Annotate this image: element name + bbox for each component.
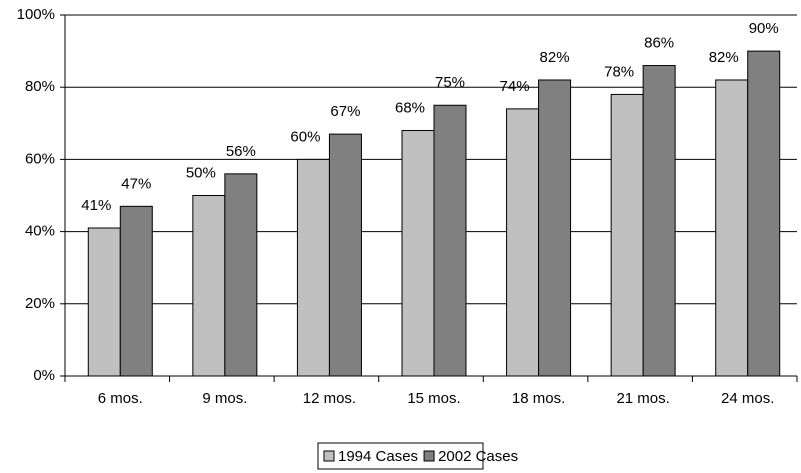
bar <box>715 79 749 377</box>
x-tick-label: 18 mos. <box>512 390 565 407</box>
legend-label: 1994 Cases <box>338 448 418 465</box>
bar <box>506 108 540 377</box>
value-label: 78% <box>604 63 634 80</box>
value-label: 82% <box>540 49 570 66</box>
value-label: 50% <box>186 164 216 181</box>
y-tick-label: 60% <box>25 150 55 167</box>
value-label: 56% <box>226 143 256 160</box>
x-tick-label: 21 mos. <box>616 390 669 407</box>
bar <box>224 173 258 377</box>
value-label: 68% <box>395 99 425 116</box>
value-label: 75% <box>435 74 465 91</box>
y-tick-label: 100% <box>17 6 55 23</box>
bar <box>538 79 572 377</box>
bar <box>610 93 644 377</box>
legend-swatch <box>323 450 335 462</box>
bar <box>642 65 676 377</box>
y-tick-label: 80% <box>25 78 55 95</box>
bar <box>192 195 226 377</box>
x-tick-label: 6 mos. <box>98 390 143 407</box>
x-tick-label: 24 mos. <box>721 390 774 407</box>
bar <box>296 158 330 377</box>
bar <box>328 133 362 377</box>
bar <box>401 130 435 377</box>
x-tick-label: 9 mos. <box>202 390 247 407</box>
value-label: 41% <box>81 197 111 214</box>
y-tick-label: 0% <box>33 367 55 384</box>
bar <box>433 104 467 377</box>
y-tick-label: 20% <box>25 295 55 312</box>
bar <box>87 227 121 377</box>
x-tick-label: 12 mos. <box>303 390 356 407</box>
value-label: 74% <box>500 78 530 95</box>
value-label: 90% <box>749 20 779 37</box>
value-label: 60% <box>290 128 320 145</box>
value-label: 67% <box>330 103 360 120</box>
y-tick-label: 40% <box>25 223 55 240</box>
legend-swatch <box>423 450 435 462</box>
value-label: 47% <box>121 175 151 192</box>
x-tick-label: 15 mos. <box>407 390 460 407</box>
legend-box <box>317 442 484 470</box>
value-label: 86% <box>644 35 674 52</box>
value-label: 82% <box>709 49 739 66</box>
legend-label: 2002 Cases <box>438 448 518 465</box>
bar <box>119 205 153 377</box>
bar <box>747 50 781 377</box>
